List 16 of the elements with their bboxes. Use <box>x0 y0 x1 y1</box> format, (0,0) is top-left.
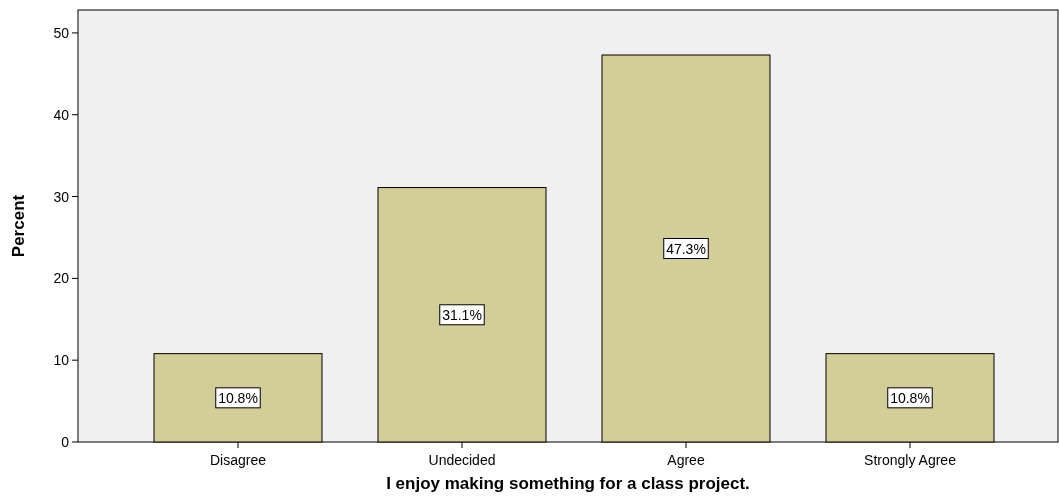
data-label: 47.3% <box>666 240 706 257</box>
y-tick-label: 0 <box>61 434 70 450</box>
data-label: 31.1% <box>442 306 482 323</box>
x-axis-title: I enjoy making something for a class project. <box>386 474 750 493</box>
y-tick-label: 20 <box>53 270 70 287</box>
data-label: 10.8% <box>890 389 930 406</box>
y-axis-title: Percent <box>9 194 28 258</box>
y-tick-label: 10 <box>53 352 70 369</box>
y-tick-label: 40 <box>53 106 70 123</box>
x-tick-label: Disagree <box>209 452 267 468</box>
x-tick-label: Undecided <box>428 452 496 468</box>
y-tick-label: 30 <box>53 188 70 205</box>
data-label: 10.8% <box>218 389 258 406</box>
x-tick-label: Strongly Agree <box>864 452 957 468</box>
x-tick-label: Agree <box>667 452 705 468</box>
y-tick-label: 50 <box>53 24 70 41</box>
